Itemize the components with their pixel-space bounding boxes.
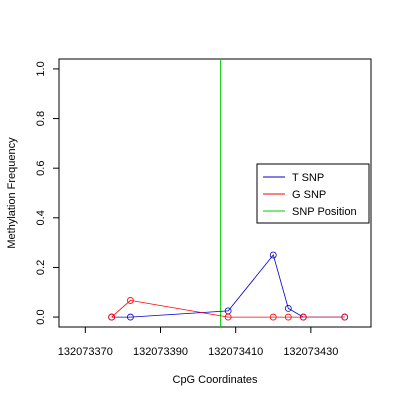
legend-label: T SNP	[292, 172, 324, 184]
series-t-snp	[108, 251, 349, 321]
data-point-g-snp	[299, 313, 307, 321]
y-tick-label: 0.6	[35, 161, 47, 176]
y-axis-title: Methylation Frequency	[6, 137, 18, 249]
data-point-g-snp	[284, 313, 292, 321]
y-tick-label: 1.0	[35, 61, 47, 76]
legend: T SNP G SNP SNP Position	[256, 163, 370, 224]
data-point-g-snp	[108, 313, 116, 321]
x-axis-title: CpG Coordinates	[173, 374, 258, 386]
series-line-g-snp	[111, 299, 345, 318]
data-point-g-snp	[341, 313, 349, 321]
y-tick-label: 0.8	[35, 111, 47, 126]
data-point-t-snp	[269, 251, 277, 259]
x-tick-label: 132073370	[58, 346, 113, 358]
series-g-snp	[108, 297, 349, 321]
y-tick-label: 0.2	[35, 260, 47, 275]
x-tick-label: 132073430	[283, 346, 338, 358]
data-point-g-snp	[269, 313, 277, 321]
legend-label: SNP Position	[292, 206, 357, 218]
data-point-g-snp	[127, 297, 134, 304]
y-tick-label: 0.4	[35, 210, 47, 225]
x-axis: 132073370 132073390 132073410 132073430	[58, 326, 338, 358]
series-layer	[108, 251, 349, 321]
data-point-g-snp	[224, 313, 232, 321]
x-tick-label: 132073410	[208, 346, 263, 358]
data-point-t-snp	[127, 313, 134, 321]
y-tick-label: 0.0	[35, 309, 47, 324]
legend-label: G SNP	[292, 189, 326, 201]
x-tick-label: 132073390	[133, 346, 188, 358]
data-point-t-snp	[284, 304, 292, 312]
y-axis: 0.0 0.2 0.4 0.6 0.8 1.0	[35, 61, 60, 325]
